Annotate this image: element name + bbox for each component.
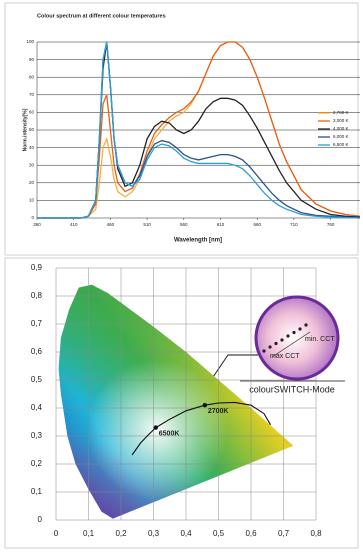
y-tick-label: 20 [29, 180, 35, 185]
x-tick-label: 0,5 [213, 529, 225, 538]
panel-border [4, 257, 359, 549]
cct-label: 6500K [159, 430, 180, 437]
y-tick-label: 0,2 [31, 459, 43, 468]
legend-label: 4,000 K [333, 126, 349, 131]
inset-circle [254, 295, 340, 381]
series-line [37, 41, 361, 219]
y-tick-label: 70 [29, 92, 35, 97]
y-tick-label: 0,3 [31, 431, 43, 440]
legend-label: 2,700 K [333, 110, 349, 115]
y-axis-label: Norm.intensity[%] [22, 108, 28, 151]
x-tick-label: 560 [180, 222, 188, 227]
x-tick-label: 710 [290, 222, 298, 227]
y-tick-label: 30 [29, 162, 35, 167]
y-tick-label: 90 [29, 57, 35, 62]
inset: min. CCT max CCT [254, 295, 340, 381]
x-tick-label: 0,3 [148, 529, 160, 538]
x-tick-label: 760 [327, 222, 335, 227]
y-tick-label: 0 [31, 215, 34, 220]
y-tick-label: 0,7 [31, 319, 43, 328]
legend-label: 3,000 K [333, 118, 349, 123]
y-tick-label: 10 [29, 198, 35, 203]
legend-label: 6,000 K [333, 134, 349, 139]
panel-border [4, 2, 359, 256]
x-tick-label: 0,6 [245, 529, 257, 538]
cct-point [153, 425, 158, 430]
x-tick-label: 0,1 [83, 529, 95, 538]
legend-label: 6,500 K [333, 142, 349, 147]
x-tick-label: 0,4 [180, 529, 192, 538]
planckian-locus [131, 401, 271, 456]
x-tick-label: 0,2 [115, 529, 127, 538]
x-tick-label: 410 [70, 222, 78, 227]
x-tick-label: 0,7 [278, 529, 290, 538]
x-tick-label: 510 [143, 222, 151, 227]
x-tick-label: 0,8 [310, 529, 322, 538]
y-tick-label: 80 [29, 74, 35, 79]
annotation: colourSWITCH-Mode [249, 384, 335, 394]
y-tick-label: 0,1 [31, 487, 43, 496]
inset-dots [262, 323, 308, 353]
y-tick-label: 0,8 [31, 291, 43, 300]
series-line [37, 41, 361, 219]
y-tick-label: 50 [29, 127, 35, 132]
y-tick-label: 0,5 [31, 375, 43, 384]
annotation: min. CCT [305, 336, 335, 343]
y-tick-label: 0 [38, 515, 43, 524]
cct-label: 2700K [208, 408, 229, 415]
y-tick-label: 0,4 [31, 403, 43, 412]
x-axis-label: Wavelength [nm] [174, 238, 222, 244]
x-tick-label: 610 [217, 222, 225, 227]
x-tick-label: 460 [107, 222, 115, 227]
inset-line [271, 331, 311, 358]
gamut [58, 284, 294, 519]
annotation: max CCT [270, 353, 300, 360]
series-line [37, 41, 361, 219]
x-tick-label: 360 [33, 222, 41, 227]
cct-point [202, 403, 208, 408]
x-tick-label: 660 [253, 222, 261, 227]
y-tick-label: 60 [29, 110, 35, 115]
y-tick-label: 40 [29, 145, 35, 150]
y-tick-label: 0,6 [31, 347, 43, 356]
x-tick-label: 0 [54, 529, 59, 538]
y-tick-label: 100 [26, 39, 34, 44]
chart-title: Colour spectrum at different colour temp… [37, 13, 166, 19]
y-tick-label: 0,9 [31, 263, 43, 272]
